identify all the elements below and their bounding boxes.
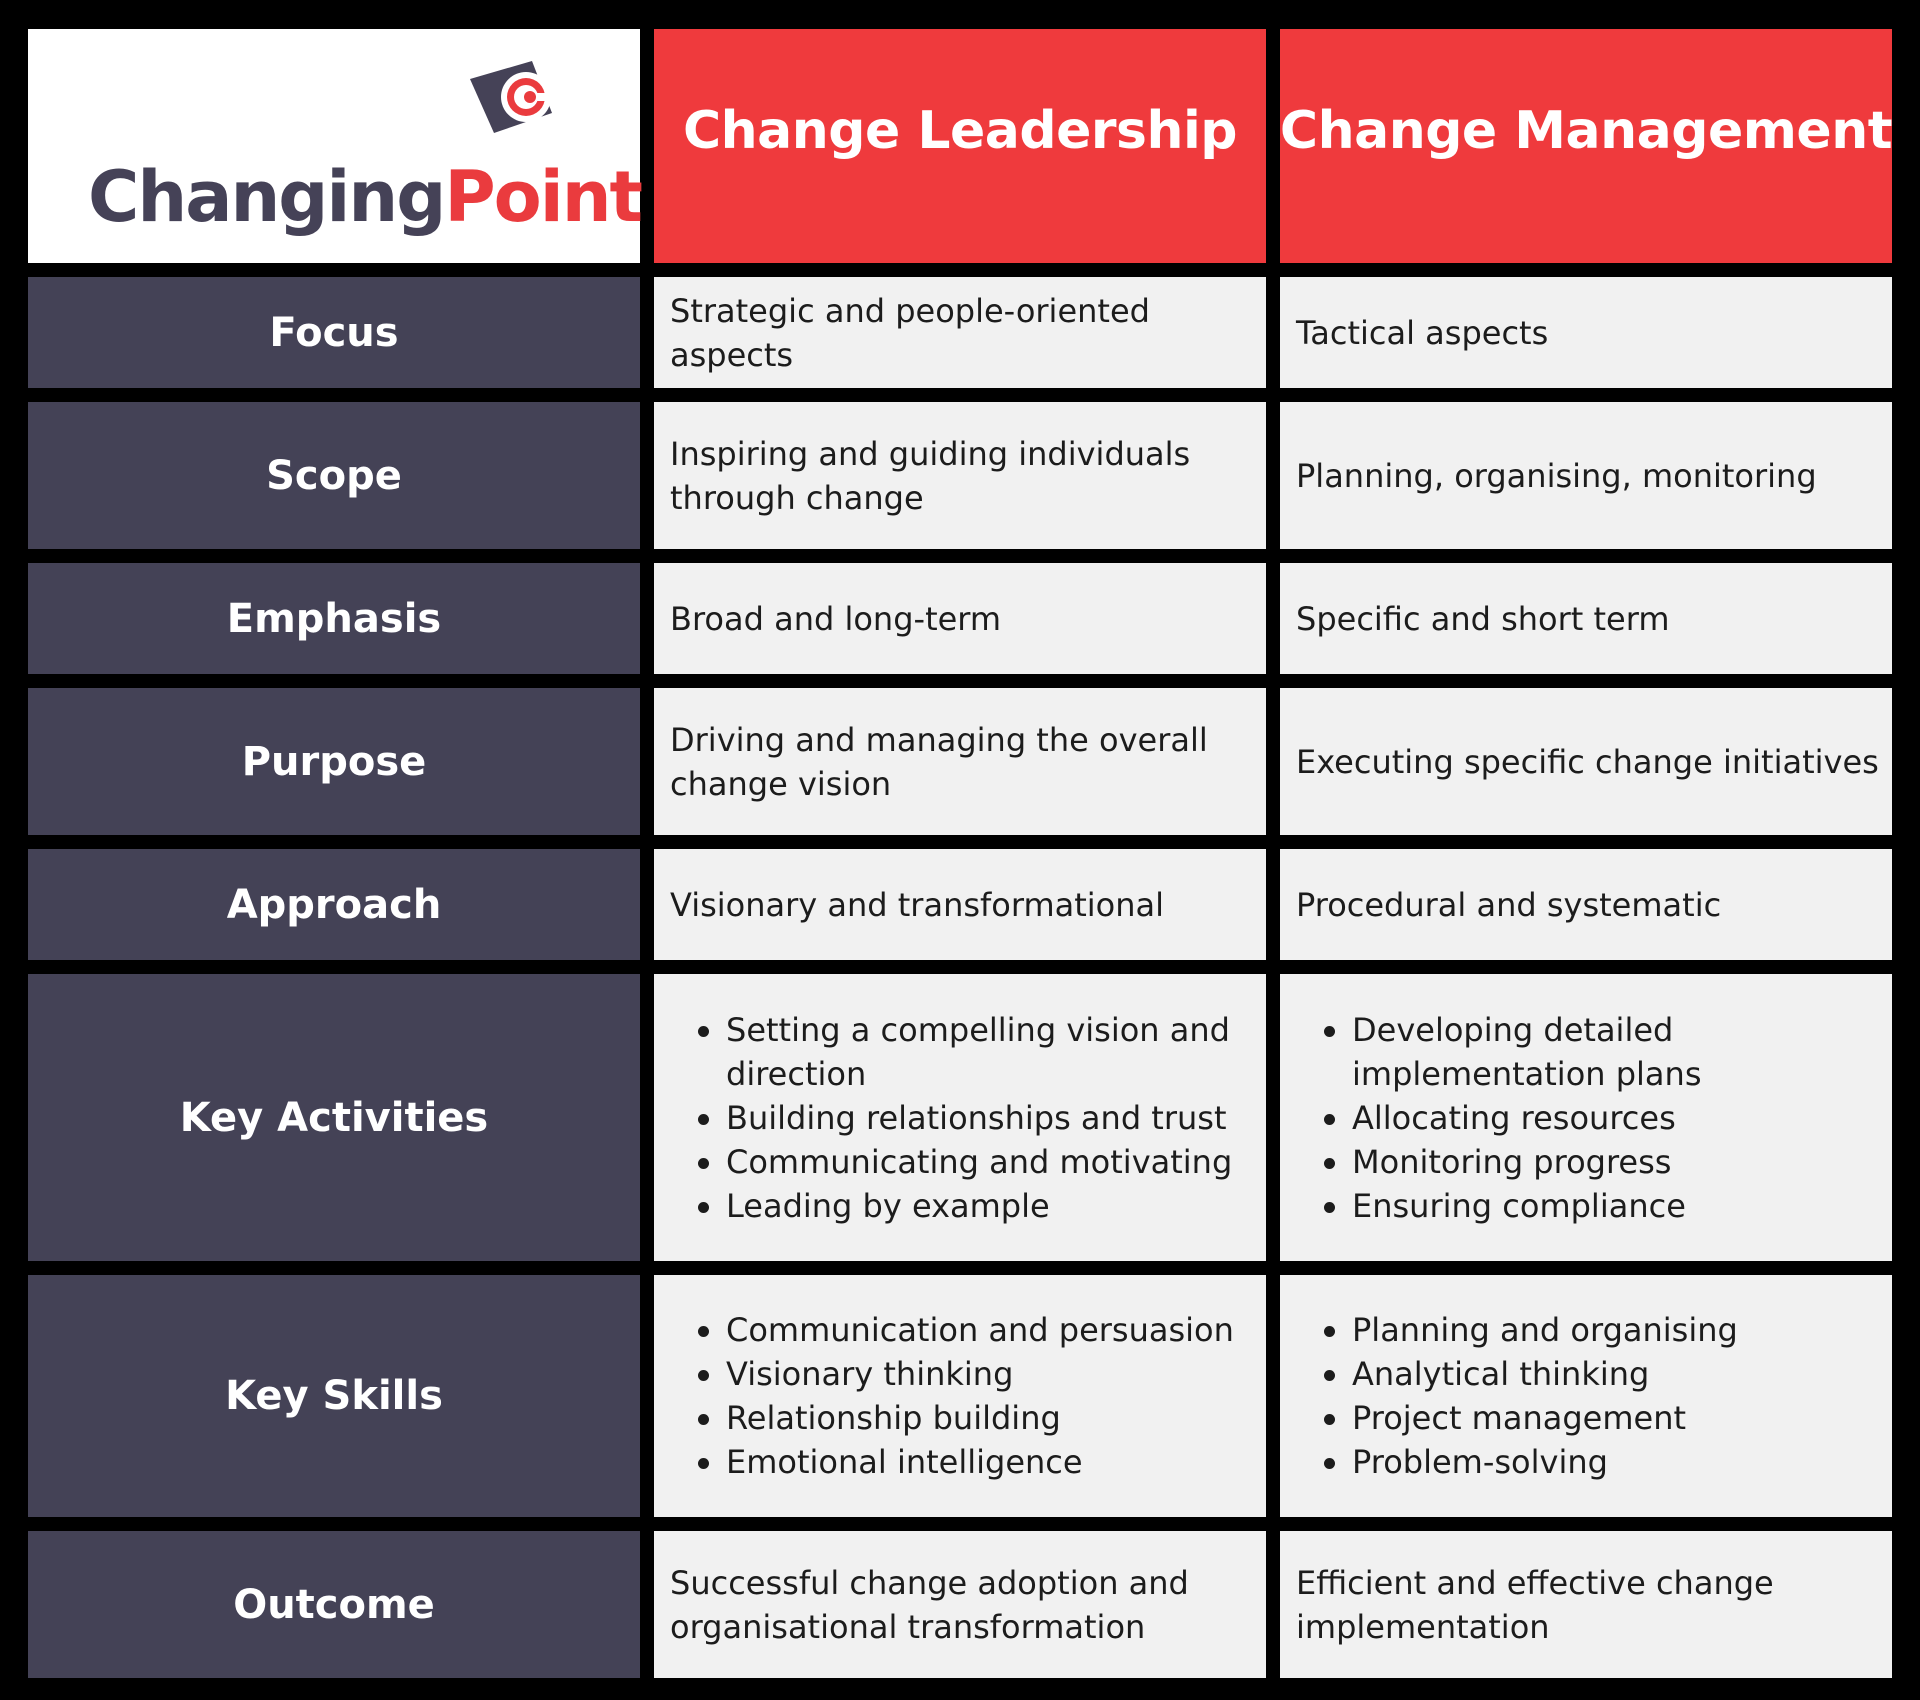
cell-scope-management: Planning, organising, monitoring bbox=[1280, 402, 1892, 549]
logo-mark-icon bbox=[470, 61, 556, 133]
row-header-emphasis: Emphasis bbox=[28, 563, 640, 674]
row-header-key-skills: Key Skills bbox=[28, 1275, 640, 1517]
column-header-leadership: Change Leadership bbox=[654, 29, 1266, 263]
logo-cell: ChangingPoint bbox=[28, 29, 643, 263]
cell-key-activities-leadership: Setting a compelling vision and directio… bbox=[654, 974, 1266, 1261]
list-item: Communication and persuasion bbox=[698, 1308, 1234, 1352]
cell-scope-leadership: Inspiring and guiding individuals throug… bbox=[654, 402, 1266, 549]
list-item: Problem-solving bbox=[1324, 1440, 1738, 1484]
row-header-purpose: Purpose bbox=[28, 688, 640, 835]
cell-outcome-leadership: Successful change adoption and organisat… bbox=[654, 1531, 1266, 1678]
logo-wordmark: ChangingPoint bbox=[88, 156, 643, 238]
cell-approach-management: Procedural and systematic bbox=[1280, 849, 1892, 960]
bullet-list: Planning and organising Analytical think… bbox=[1296, 1308, 1738, 1484]
column-header-management: Change Management bbox=[1280, 29, 1893, 263]
list-item: Relationship building bbox=[698, 1396, 1234, 1440]
row-header-key-activities: Key Activities bbox=[28, 974, 640, 1261]
list-item: Project management bbox=[1324, 1396, 1738, 1440]
cell-focus-leadership: Strategic and people-oriented aspects bbox=[654, 277, 1266, 388]
changingpoint-logo: ChangingPoint bbox=[88, 61, 643, 238]
row-header-outcome: Outcome bbox=[28, 1531, 640, 1678]
bullet-list: Communication and persuasion Visionary t… bbox=[670, 1308, 1234, 1484]
list-item: Analytical thinking bbox=[1324, 1352, 1738, 1396]
bullet-list: Setting a compelling vision and directio… bbox=[670, 1008, 1254, 1228]
cell-purpose-management: Executing specific change initiatives bbox=[1280, 688, 1892, 835]
list-item: Communicating and motivating bbox=[698, 1140, 1254, 1184]
cell-focus-management: Tactical aspects bbox=[1280, 277, 1892, 388]
row-header-approach: Approach bbox=[28, 849, 640, 960]
list-item: Monitoring progress bbox=[1324, 1140, 1880, 1184]
list-item: Visionary thinking bbox=[698, 1352, 1234, 1396]
list-item: Allocating resources bbox=[1324, 1096, 1880, 1140]
list-item: Leading by example bbox=[698, 1184, 1254, 1228]
list-item: Developing detailed implementation plans bbox=[1324, 1008, 1880, 1096]
list-item: Setting a compelling vision and directio… bbox=[698, 1008, 1254, 1096]
cell-key-skills-leadership: Communication and persuasion Visionary t… bbox=[654, 1275, 1266, 1517]
row-header-scope: Scope bbox=[28, 402, 640, 549]
cell-emphasis-leadership: Broad and long-term bbox=[654, 563, 1266, 674]
logo-word-point: Point bbox=[444, 156, 643, 238]
row-header-focus: Focus bbox=[28, 277, 640, 388]
cell-key-activities-management: Developing detailed implementation plans… bbox=[1280, 974, 1892, 1261]
cell-outcome-management: Efficient and effective change implement… bbox=[1280, 1531, 1892, 1678]
list-item: Planning and organising bbox=[1324, 1308, 1738, 1352]
cell-key-skills-management: Planning and organising Analytical think… bbox=[1280, 1275, 1892, 1517]
cell-approach-leadership: Visionary and transformational bbox=[654, 849, 1266, 960]
list-item: Emotional intelligence bbox=[698, 1440, 1234, 1484]
logo-word-changing: Changing bbox=[88, 156, 446, 238]
list-item: Building relationships and trust bbox=[698, 1096, 1254, 1140]
cell-purpose-leadership: Driving and managing the overall change … bbox=[654, 688, 1266, 835]
list-item: Ensuring compliance bbox=[1324, 1184, 1880, 1228]
bullet-list: Developing detailed implementation plans… bbox=[1296, 1008, 1880, 1228]
comparison-table: ChangingPoint Change Leadership Change M… bbox=[28, 29, 1893, 1678]
cell-emphasis-management: Specific and short term bbox=[1280, 563, 1892, 674]
